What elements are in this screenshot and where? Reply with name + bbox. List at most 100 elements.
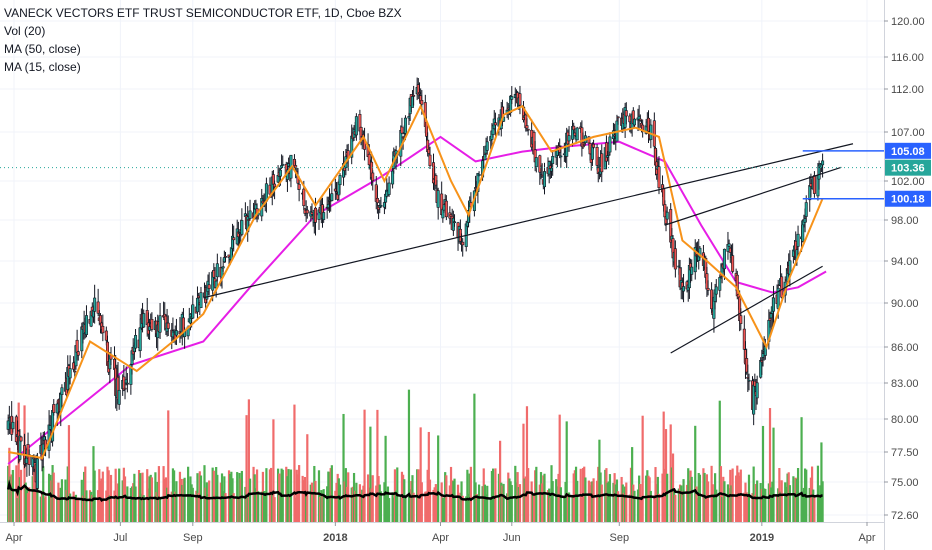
volume-bar: [51, 465, 54, 522]
candle-body: [123, 387, 127, 390]
candle-body: [207, 284, 211, 289]
volume-bar: [674, 494, 677, 522]
volume-bar: [571, 495, 574, 522]
candle-body: [294, 165, 298, 169]
candle: [624, 102, 628, 125]
price-axis[interactable]: 120.00 116.00 112.00 107.00 102.00 98.00 94.00…: [884, 0, 925, 550]
volume-bar: [211, 467, 214, 522]
volume-bar: [7, 465, 10, 522]
trendlines[interactable]: [203, 143, 854, 354]
candle: [755, 375, 759, 405]
volume-bar: [56, 497, 59, 522]
volume-bar: [600, 484, 603, 522]
volume-bar: [459, 492, 462, 522]
horizontal-levels[interactable]: [802, 150, 884, 200]
volume-bar: [326, 486, 329, 522]
candle-body: [400, 126, 404, 134]
volume-bar: [387, 498, 391, 522]
volume-bar: [787, 472, 790, 522]
volume-bar: [208, 480, 211, 522]
legend-volume[interactable]: Vol (20): [4, 24, 46, 38]
volume-bar: [572, 473, 575, 522]
volume-bar: [563, 496, 566, 522]
volume-bar: [279, 493, 282, 522]
volume-bar: [165, 487, 169, 522]
volume-bar: [385, 491, 388, 522]
volume-bar: [213, 494, 217, 522]
candle-body: [706, 287, 710, 291]
volume-bar: [534, 470, 537, 522]
candle-body: [592, 143, 596, 148]
volume-bar: [427, 431, 430, 522]
volume-bar: [710, 465, 713, 522]
volume-bar: [25, 488, 28, 522]
volume-bar: [302, 480, 305, 522]
volume-bar: [745, 492, 748, 522]
volume-bar: [156, 481, 159, 522]
volume-bar: [137, 470, 141, 522]
legend: VANECK VECTORS ETF TRUST SEMICONDUCTOR E…: [4, 4, 402, 76]
volume-bar: [293, 404, 296, 522]
volume-bar: [303, 476, 307, 522]
volume-bar: [636, 489, 640, 522]
volume-bar: [175, 481, 178, 522]
volume-bar: [525, 406, 529, 522]
candle-body: [742, 328, 746, 350]
time-axis[interactable]: Apr Jul Sep 2018 Apr Jun Sep 2019 Apr: [0, 522, 884, 544]
candle-body: [461, 241, 465, 246]
volume-bar: [617, 491, 620, 522]
volume-bar: [629, 467, 633, 522]
legend-ma15[interactable]: MA (15, close): [4, 60, 81, 74]
volume-bar: [531, 493, 534, 522]
volume-bar: [813, 495, 816, 522]
volume-bar: [262, 491, 266, 522]
volume-bar: [747, 474, 751, 522]
candle: [518, 85, 522, 115]
volume-bar: [738, 475, 741, 522]
volume-bar: [298, 465, 301, 522]
volume-bar: [188, 495, 191, 522]
volume-bar: [205, 482, 208, 522]
volume-bar: [767, 483, 770, 522]
volume-bar: [681, 491, 684, 522]
volume-bar: [678, 484, 682, 522]
candle-body: [84, 315, 88, 335]
candle: [772, 285, 776, 326]
y-tick-label: 98.00: [891, 215, 919, 227]
volume-bar: [493, 496, 496, 522]
volume-bar: [499, 440, 502, 522]
volume-bar: [723, 481, 726, 522]
x-tick-label: Apr: [5, 532, 22, 544]
volume-bar: [123, 476, 127, 522]
volume-bar: [190, 484, 193, 522]
candle-body: [690, 266, 694, 275]
volume-bar: [338, 484, 342, 522]
volume-bar: [775, 494, 779, 522]
legend-ma50[interactable]: MA (50, close): [4, 42, 81, 56]
candle: [483, 152, 487, 161]
candle-body: [673, 248, 677, 270]
volume-bar: [47, 473, 51, 522]
volume-bar: [580, 497, 583, 522]
candle-body: [313, 207, 317, 223]
volume-bar: [309, 484, 312, 522]
volume-bar: [99, 480, 102, 522]
candle: [428, 146, 432, 169]
candle-body: [221, 266, 225, 269]
volume-bar: [549, 497, 552, 522]
volume-bar: [760, 489, 763, 522]
trendline-2: [664, 166, 842, 226]
volume-bar: [65, 489, 68, 522]
volume-bar: [248, 478, 252, 522]
volume-bar: [80, 479, 83, 522]
volume-bar: [60, 479, 64, 522]
volume-bar: [792, 476, 795, 522]
volume-bar: [440, 482, 443, 522]
volume-bar: [810, 466, 814, 522]
volume-bar: [130, 486, 134, 522]
volume-bar: [32, 465, 35, 522]
candle-body: [305, 209, 309, 214]
volume-bar: [697, 473, 700, 522]
candle-body: [731, 255, 735, 272]
